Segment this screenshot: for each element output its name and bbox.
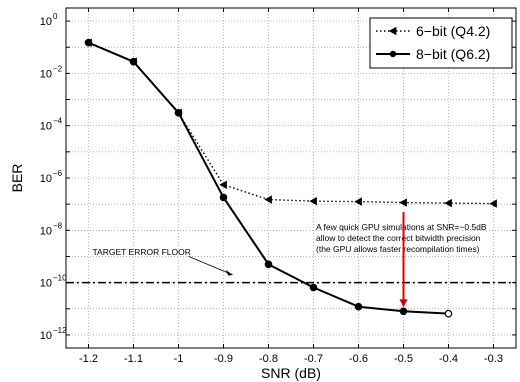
legend-box	[369, 17, 513, 69]
data-point-triangle	[219, 180, 227, 189]
y-axis-label: BER	[9, 164, 25, 193]
x-tick-label: -0.6	[349, 353, 368, 365]
axis-ticks: -1.2 -1.1 -1 -0.9 -0.8 -0.7 -0.6 -0.5 -0.4 -0.3 10…	[40, 8, 516, 365]
legend-marker-circle	[389, 50, 397, 58]
annotation-arrow-head	[399, 299, 408, 308]
x-tick-label: -0.3	[484, 353, 503, 365]
data-point-circle	[219, 193, 228, 202]
floor-label: TARGET ERROR FLOOR	[93, 247, 191, 257]
x-tick-label: -0.8	[259, 353, 278, 365]
data-point-triangle	[354, 197, 362, 206]
x-tick-label: -1.2	[79, 353, 98, 365]
x-tick-label: -0.4	[439, 353, 458, 365]
y-tick-label: 10−6	[40, 169, 63, 185]
data-point-triangle	[309, 196, 317, 206]
data-point-triangle	[388, 26, 397, 36]
data-point-triangle	[444, 198, 452, 208]
data-point-circle	[264, 260, 273, 269]
legend-label-2: 8−bit (Q6.2)	[416, 46, 490, 62]
data-point-circle	[444, 309, 453, 318]
x-tick-label: -0.5	[394, 353, 413, 365]
data-point-circle	[174, 109, 183, 117]
y-tick-label: 10−8	[40, 221, 63, 237]
x-tick-label: -0.9	[214, 353, 233, 365]
data-point-circle	[399, 307, 408, 316]
annotation-line: (the GPU allows faster recompilation tim…	[316, 244, 480, 254]
plot-frame	[65, 7, 517, 349]
floor-pointer	[188, 256, 233, 276]
data-point-triangle	[399, 198, 407, 207]
x-tick-label: -0.7	[304, 353, 323, 365]
legend-label-1: 6−bit (Q4.2)	[416, 23, 490, 39]
y-tick-label: 10−10	[40, 274, 67, 290]
x-tick-label: -1	[174, 353, 184, 365]
x-tick-label: -1.1	[124, 353, 143, 365]
data-point-triangle	[489, 199, 497, 208]
floor-pointer-head	[225, 269, 233, 276]
y-tick-label: 10−12	[40, 326, 67, 342]
data-point-circle	[354, 302, 363, 311]
annotation-line: A few quick GPU simulations at SNR=−0.5d…	[316, 222, 487, 232]
data-point-triangle	[264, 195, 272, 204]
legend: 6−bit (Q4.2) 8−bit (Q6.2)	[369, 17, 513, 69]
data-point-circle	[84, 38, 93, 47]
data-point-circle	[309, 283, 318, 292]
annotation-line: allow to detect the correct bitwidth pre…	[316, 233, 481, 243]
x-axis-label: SNR (dB)	[261, 365, 321, 381]
y-tick-label: 100	[40, 12, 58, 28]
y-tick-label: 10−2	[40, 64, 63, 80]
target-error-floor: TARGET ERROR FLOOR	[66, 247, 516, 284]
data-point-circle	[129, 57, 138, 66]
annotation: A few quick GPU simulations at SNR=−0.5d…	[316, 212, 487, 308]
y-tick-label: 10−4	[40, 117, 63, 133]
series-group	[84, 38, 497, 318]
